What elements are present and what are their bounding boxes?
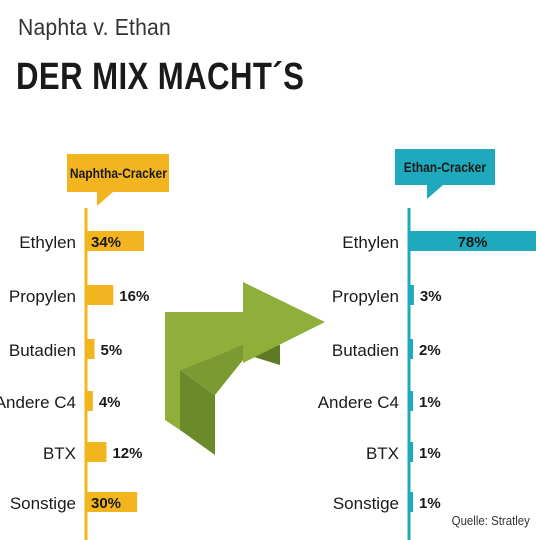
naphtha-category-label: Propylen [9,287,76,306]
ethan-value-label: 3% [420,288,442,305]
source-note: Quelle: Stratley [451,513,530,528]
naphtha-cracker-tag: Naphtha-Cracker [67,154,169,206]
ethan-bar [409,285,414,305]
ethan-value-label: 1% [419,394,441,411]
ethan-bar [409,442,413,462]
naphtha-bar [86,492,138,512]
ethan-chart: Ethylen 78% Propylen 3% Butadien 2% Andere C4 1… [318,208,536,540]
ethan-value-label: 1% [419,495,441,512]
ethan-category-label: Sonstige [333,494,399,513]
naphtha-category-label: Andere C4 [0,393,76,412]
ethan-category-label: Andere C4 [318,393,399,412]
naphtha-category-label: Sonstige [10,494,76,513]
ethan-cracker-label: Ethan-Cracker [403,159,487,175]
naphtha-bar [86,231,144,251]
naphtha-bar [86,285,114,305]
naphtha-category-label: Butadien [9,341,76,360]
naphtha-category-label: Ethylen [19,233,76,252]
ethan-category-label: Butadien [332,341,399,360]
naphtha-value-label: 12% [112,445,142,462]
naphtha-bar [86,442,107,462]
ethan-bar [409,391,413,411]
ethan-cracker-tag: Ethan-Cracker [395,149,495,199]
ethan-value-label: 78% [457,234,487,251]
ethan-category-label: Ethylen [342,233,399,252]
ethan-bar [409,339,413,359]
ethan-category-label: Propylen [332,287,399,306]
naphtha-cracker-label: Naphtha-Cracker [69,165,167,181]
ethan-value-label: 2% [419,342,441,359]
ethan-bar [409,231,536,251]
naphtha-bar [86,339,95,359]
chart-subtitle: Naphta v. Ethan [18,14,171,40]
chart-title: DER MIX MACHT´S [16,56,305,98]
naphtha-value-label: 30% [91,495,121,512]
folded-arrow-icon [165,282,325,455]
ethan-bar [409,492,413,512]
ethan-value-label: 1% [419,445,441,462]
naphtha-value-label: 34% [91,234,121,251]
naphtha-value-label: 5% [101,342,123,359]
ethan-category-label: BTX [366,444,399,463]
naphtha-chart: Ethylen 34% Propylen 16% Butadien 5% Andere C4… [0,208,149,540]
naphtha-category-label: BTX [43,444,76,463]
naphtha-value-label: 16% [119,288,149,305]
naphtha-value-label: 4% [99,394,121,411]
arrow-shade [180,345,243,395]
naphtha-bar [86,391,93,411]
arrow-shaft [165,282,325,430]
arrow-fold-bottom [180,370,215,455]
